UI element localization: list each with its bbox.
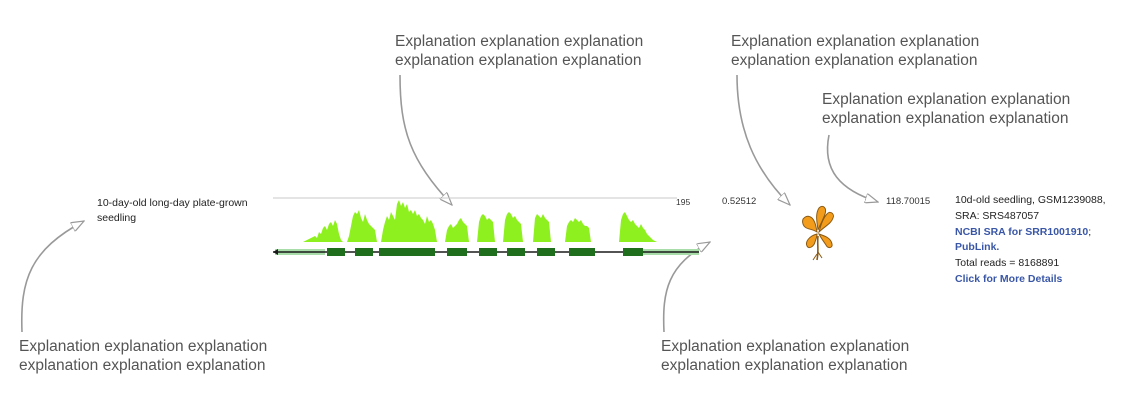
callout-bottom-left: Explanation explanation explanation expl… [19, 337, 267, 375]
callout-bottom-center: Explanation explanation explanation expl… [661, 337, 909, 375]
callout-right: Explanation explanation explanation expl… [822, 90, 1070, 128]
read-count-value: 118.70015 [886, 196, 931, 207]
coverage-track [273, 197, 699, 256]
ncbi-sra-link[interactable]: NCBI SRA for SRR1001910 [955, 225, 1089, 238]
exon [569, 248, 595, 256]
ratio-value: 0.52512 [722, 196, 757, 207]
more-details-link[interactable]: Click for More Details [955, 272, 1063, 285]
callout-top-right: Explanation explanation explanation expl… [731, 32, 979, 70]
callout-arrow-4 [20, 221, 84, 333]
exon [355, 248, 373, 256]
callout-line: Explanation explanation explanation [395, 33, 644, 50]
callout-line: explanation explanation explanation [19, 357, 266, 374]
exon [479, 248, 497, 256]
exon [507, 248, 525, 256]
callout-arrow-2 [736, 74, 790, 205]
exon [327, 248, 345, 256]
coverage-area [303, 200, 661, 242]
sample-details: 10d-old seedling, GSM1239088, SRA: SRS48… [955, 193, 1135, 288]
callout-line: Explanation explanation explanation [731, 33, 980, 50]
exon [537, 248, 555, 256]
details-line-2: SRA: SRS487057 [955, 209, 1040, 222]
exon [379, 248, 435, 256]
callout-line: Explanation explanation explanation [19, 338, 268, 355]
callout-line: explanation explanation explanation [661, 357, 908, 374]
gene-start-marker [273, 249, 278, 255]
total-reads: Total reads = 8168891 [955, 257, 1060, 270]
callout-line: Explanation explanation explanation [822, 91, 1071, 108]
callout-line: explanation explanation explanation [395, 52, 642, 69]
track-max-value: 195 [676, 197, 691, 207]
callout-line: Explanation explanation explanation [661, 338, 910, 355]
callout-arrow-3 [826, 134, 878, 202]
callout-top-center: Explanation explanation explanation expl… [395, 32, 643, 70]
sample-label: 10-day-old long-day plate-grown seedling [97, 197, 248, 224]
callout-line: explanation explanation explanation [731, 52, 978, 69]
details-separator: ; [1088, 225, 1092, 238]
details-line-1: 10d-old seedling, GSM1239088, [955, 194, 1106, 206]
exon [447, 248, 467, 256]
details-sra-row: NCBI SRA for SRR1001910; [955, 225, 1135, 241]
callout-arrow-1 [399, 74, 452, 205]
seedling-icon [802, 205, 834, 261]
exon [623, 248, 643, 256]
callout-line: explanation explanation explanation [822, 110, 1069, 127]
publink-link[interactable]: PubLink. [955, 241, 1000, 254]
